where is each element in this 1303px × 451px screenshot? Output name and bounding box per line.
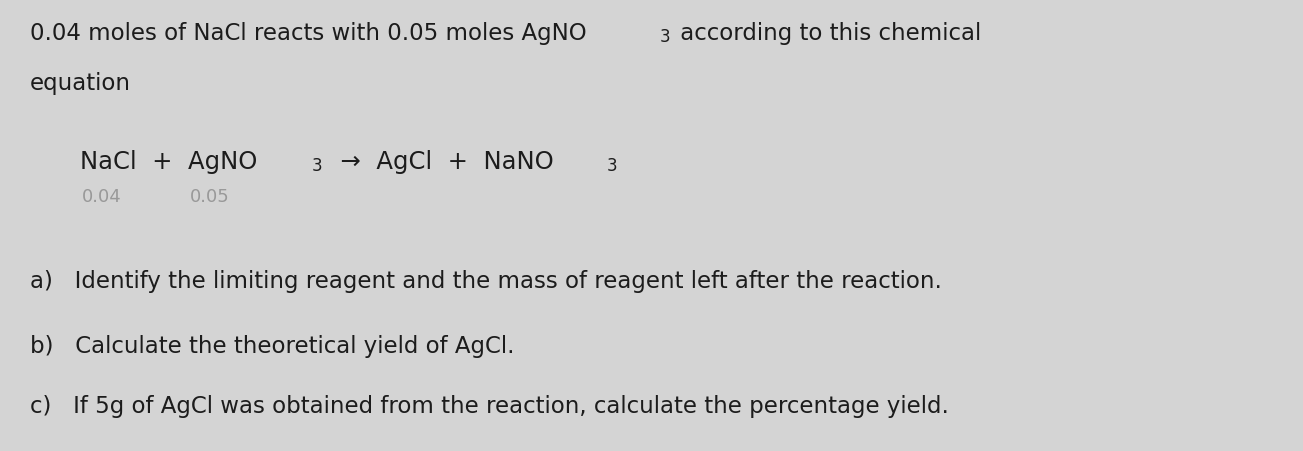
Text: according to this chemical: according to this chemical: [674, 22, 981, 45]
Text: c)   If 5g of AgCl was obtained from the reaction, calculate the percentage yiel: c) If 5g of AgCl was obtained from the r…: [30, 395, 949, 418]
Text: a)   Identify the limiting reagent and the mass of reagent left after the reacti: a) Identify the limiting reagent and the…: [30, 270, 942, 293]
Text: 3: 3: [311, 157, 323, 175]
Text: →  AgCl  +  NaNO: → AgCl + NaNO: [324, 150, 554, 174]
Text: 0.05: 0.05: [190, 188, 229, 206]
Text: 3: 3: [607, 157, 618, 175]
Text: NaCl  +  AgNO: NaCl + AgNO: [79, 150, 258, 174]
Text: 3: 3: [661, 28, 671, 46]
Text: equation: equation: [30, 72, 132, 95]
Text: 0.04: 0.04: [82, 188, 121, 206]
Text: b)   Calculate the theoretical yield of AgCl.: b) Calculate the theoretical yield of Ag…: [30, 335, 515, 358]
Text: 0.04 moles of NaCl reacts with 0.05 moles AgNO: 0.04 moles of NaCl reacts with 0.05 mole…: [30, 22, 586, 45]
